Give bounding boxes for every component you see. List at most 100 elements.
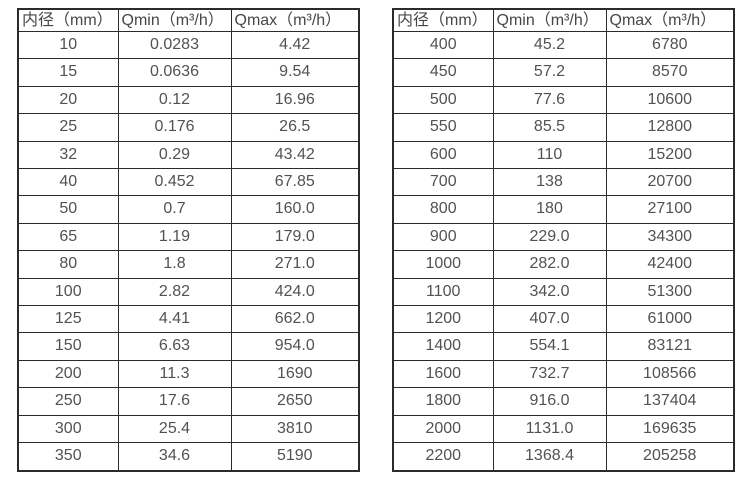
cell: 57.2 — [492, 58, 607, 87]
cell: 700 — [392, 168, 494, 197]
table-row: 15 0.0636 9.54 — [17, 58, 360, 87]
cell: 8570 — [605, 58, 735, 87]
table-row: 1200 407.0 61000 — [392, 305, 735, 334]
cell: 80 — [17, 250, 119, 279]
cell: 15 — [17, 58, 119, 87]
table-row: 32 0.29 43.42 — [17, 140, 360, 170]
cell: 85.5 — [492, 113, 607, 142]
cell: 229.0 — [492, 222, 607, 252]
column-header: Qmax（m³/h） — [230, 8, 360, 32]
cell: 1368.4 — [492, 442, 607, 471]
cell: 125 — [17, 305, 119, 334]
cell: 160.0 — [230, 195, 360, 224]
table-row: 65 1.19 179.0 — [17, 222, 360, 252]
table-row: 50 0.7 160.0 — [17, 195, 360, 224]
table-row: 125 4.41 662.0 — [17, 305, 360, 334]
cell: 4.42 — [230, 30, 360, 60]
cell: 600 — [392, 140, 494, 170]
cell: 65 — [17, 222, 119, 252]
column-header: Qmin（m³/h） — [492, 8, 607, 32]
table-row: 40 0.452 67.85 — [17, 168, 360, 197]
cell: 800 — [392, 195, 494, 224]
cell: 662.0 — [230, 305, 360, 334]
cell: 350 — [17, 442, 119, 471]
cell: 100 — [17, 277, 119, 307]
cell: 250 — [17, 387, 119, 416]
cell: 271.0 — [230, 250, 360, 279]
cell: 1000 — [392, 250, 494, 279]
cell: 20 — [17, 85, 119, 115]
flow-table-left: 内径（mm） Qmin（m³/h） Qmax（m³/h） 10 0.0283 4.42 15… — [17, 8, 360, 472]
table-row: 1400 554.1 83121 — [392, 332, 735, 361]
cell: 1400 — [392, 332, 494, 361]
cell: 2.82 — [117, 277, 232, 307]
cell: 732.7 — [492, 359, 607, 389]
cell: 45.2 — [492, 30, 607, 60]
cell: 10600 — [605, 85, 735, 115]
cell: 550 — [392, 113, 494, 142]
table-row: 700 138 20700 — [392, 168, 735, 197]
cell: 108566 — [605, 359, 735, 389]
header-row: 内径（mm） Qmin（m³/h） Qmax（m³/h） — [392, 8, 735, 32]
cell: 137404 — [605, 387, 735, 416]
cell: 200 — [17, 359, 119, 389]
cell: 1100 — [392, 277, 494, 307]
cell: 1.19 — [117, 222, 232, 252]
cell: 179.0 — [230, 222, 360, 252]
table-row: 800 180 27100 — [392, 195, 735, 224]
header-row: 内径（mm） Qmin（m³/h） Qmax（m³/h） — [17, 8, 360, 32]
table-row: 80 1.8 271.0 — [17, 250, 360, 279]
cell: 450 — [392, 58, 494, 87]
cell: 43.42 — [230, 140, 360, 170]
cell: 916.0 — [492, 387, 607, 416]
cell: 67.85 — [230, 168, 360, 197]
column-header: 内径（mm） — [17, 8, 119, 32]
table-row: 200 11.3 1690 — [17, 359, 360, 389]
table-row: 100 2.82 424.0 — [17, 277, 360, 307]
column-header: 内径（mm） — [392, 8, 494, 32]
flow-rate-tables-container: 内径（mm） Qmin（m³/h） Qmax（m³/h） 10 0.0283 4.42 15… — [17, 8, 735, 472]
table-row: 350 34.6 5190 — [17, 442, 360, 471]
cell: 25 — [17, 113, 119, 142]
cell: 400 — [392, 30, 494, 60]
cell: 0.452 — [117, 168, 232, 197]
cell: 954.0 — [230, 332, 360, 361]
cell: 16.96 — [230, 85, 360, 115]
cell: 0.0283 — [117, 30, 232, 60]
table-row: 550 85.5 12800 — [392, 113, 735, 142]
cell: 138 — [492, 168, 607, 197]
cell: 1200 — [392, 305, 494, 334]
table-row: 450 57.2 8570 — [392, 58, 735, 87]
cell: 77.6 — [492, 85, 607, 115]
table-row: 1000 282.0 42400 — [392, 250, 735, 279]
cell: 4.41 — [117, 305, 232, 334]
cell: 900 — [392, 222, 494, 252]
cell: 34.6 — [117, 442, 232, 471]
cell: 40 — [17, 168, 119, 197]
table-row: 1600 732.7 108566 — [392, 359, 735, 389]
cell: 42400 — [605, 250, 735, 279]
table-row: 20 0.12 16.96 — [17, 85, 360, 115]
cell: 3810 — [230, 414, 360, 444]
cell: 2000 — [392, 414, 494, 444]
cell: 180 — [492, 195, 607, 224]
cell: 300 — [17, 414, 119, 444]
flow-table-right: 内径（mm） Qmin（m³/h） Qmax（m³/h） 400 45.2 6780 450… — [392, 8, 735, 472]
cell: 1690 — [230, 359, 360, 389]
table-row: 900 229.0 34300 — [392, 222, 735, 252]
cell: 51300 — [605, 277, 735, 307]
cell: 11.3 — [117, 359, 232, 389]
table-row: 10 0.0283 4.42 — [17, 30, 360, 60]
cell: 282.0 — [492, 250, 607, 279]
cell: 2200 — [392, 442, 494, 471]
cell: 0.0636 — [117, 58, 232, 87]
column-header: Qmax（m³/h） — [605, 8, 735, 32]
table-row: 2200 1368.4 205258 — [392, 442, 735, 471]
cell: 20700 — [605, 168, 735, 197]
cell: 32 — [17, 140, 119, 170]
cell: 500 — [392, 85, 494, 115]
cell: 424.0 — [230, 277, 360, 307]
cell: 83121 — [605, 332, 735, 361]
cell: 205258 — [605, 442, 735, 471]
table-row: 1100 342.0 51300 — [392, 277, 735, 307]
